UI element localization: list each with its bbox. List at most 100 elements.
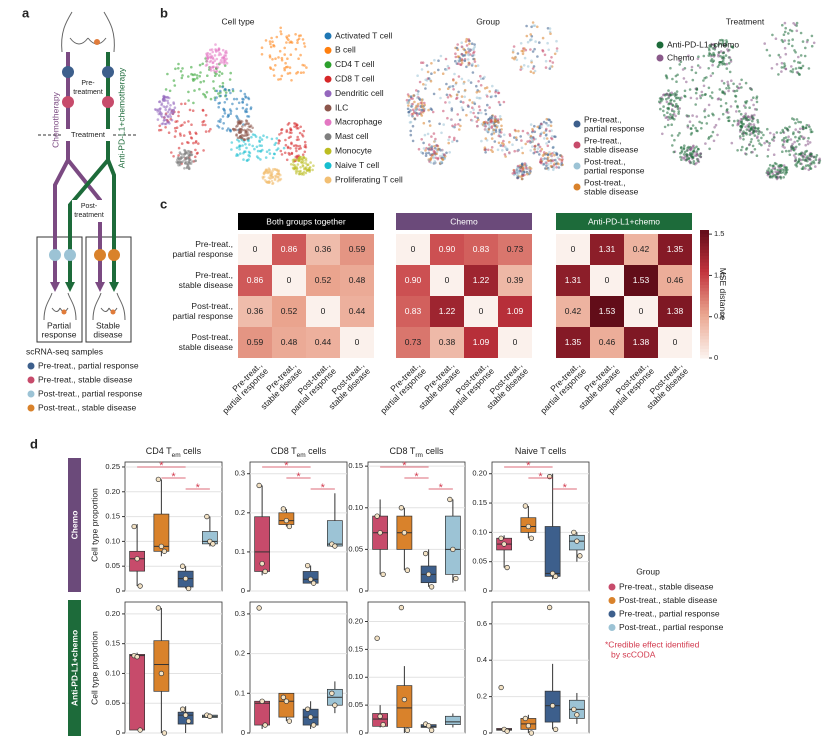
legend-label: Pre-treat., stable disease <box>38 374 133 384</box>
umap-cell <box>807 67 811 70</box>
heatmap-cell <box>658 234 692 265</box>
umap-cell <box>499 144 503 147</box>
legend-swatch <box>324 61 332 69</box>
umap-cell <box>554 158 557 162</box>
umap-cell <box>274 175 278 178</box>
heatmap-cell <box>306 327 340 358</box>
umap-cell <box>485 139 489 142</box>
umap-cell <box>261 177 265 180</box>
umap-cell <box>194 148 197 152</box>
umap-cell <box>199 71 202 74</box>
y-tick-label: 0 <box>359 728 363 737</box>
umap-cell <box>524 166 528 169</box>
umap-cell <box>287 121 291 125</box>
umap-cell <box>700 121 704 125</box>
umap-cell <box>284 138 287 142</box>
umap-cell <box>740 86 743 89</box>
point <box>131 523 137 530</box>
umap-cell <box>265 136 269 139</box>
point <box>259 698 265 704</box>
umap-cell <box>462 82 466 85</box>
umap-cell <box>427 108 430 112</box>
umap-cell <box>516 149 520 152</box>
y-tick-label: 0.20 <box>472 469 487 478</box>
umap-cell <box>287 151 291 155</box>
umap-cell <box>532 71 535 75</box>
umap-cell <box>675 80 678 83</box>
point <box>522 715 529 722</box>
umap-cell <box>455 93 459 96</box>
y-axis-label: Cell type proportion <box>89 631 99 705</box>
umap-cell <box>685 80 688 84</box>
colorbar-step <box>700 351 709 356</box>
umap-cell <box>229 112 232 115</box>
umap-cell <box>167 96 171 100</box>
point <box>158 543 165 549</box>
umap-cell <box>303 145 307 148</box>
umap-cell <box>672 110 676 113</box>
umap-cell <box>301 164 305 167</box>
umap-cell <box>166 72 169 76</box>
umap-cell <box>558 158 561 161</box>
umap-cell <box>185 157 188 161</box>
legend-label: ILC <box>335 102 348 112</box>
arrowhead <box>95 282 105 292</box>
umap-cell <box>422 147 426 150</box>
row-label: Anti-PD-L1+chemo <box>69 630 79 706</box>
umap-cell <box>795 118 799 121</box>
umap-cell <box>718 61 722 64</box>
umap-cell <box>688 153 692 156</box>
umap-cell <box>755 154 759 157</box>
umap-cell <box>531 127 534 131</box>
umap-cell <box>301 38 305 41</box>
umap-cell <box>173 135 177 138</box>
umap-cell <box>187 75 190 78</box>
umap-cell <box>749 140 753 144</box>
umap-cell <box>508 140 511 144</box>
umap-cell <box>538 145 542 149</box>
umap-cell <box>409 129 413 133</box>
umap-cell <box>497 100 501 104</box>
umap-cell <box>212 80 215 83</box>
umap-cell <box>290 152 294 155</box>
legend-swatch <box>324 75 332 83</box>
umap-cell <box>464 40 468 43</box>
umap-cell <box>508 151 511 154</box>
umap-cell <box>434 147 437 150</box>
umap-cell <box>702 54 706 58</box>
umap-cell <box>532 138 536 141</box>
umap-cell <box>167 120 170 124</box>
umap-cell <box>232 128 236 132</box>
umap-cell <box>691 124 695 127</box>
umap-cell <box>524 142 527 146</box>
umap-cell <box>247 115 251 118</box>
umap-cell <box>777 53 781 57</box>
umap-cell <box>218 61 222 65</box>
colorbar-step <box>700 348 709 353</box>
umap-cell <box>689 133 693 136</box>
point <box>179 706 186 712</box>
umap-cell <box>782 164 786 167</box>
umap-cell <box>741 145 744 149</box>
legend-swatch <box>324 90 332 98</box>
heatmap-cell <box>238 327 272 358</box>
umap-cell <box>775 162 778 166</box>
point <box>504 564 510 571</box>
umap-cell <box>664 116 668 119</box>
umap-cell <box>531 145 534 148</box>
heatmap-cell <box>498 265 532 296</box>
umap-cell <box>302 71 305 74</box>
schematic <box>36 11 136 343</box>
umap-cell <box>548 151 551 154</box>
umap-cell <box>241 125 244 128</box>
umap-cell <box>757 132 760 136</box>
point <box>552 573 559 579</box>
umap-cell <box>546 124 550 127</box>
umap-cell <box>490 148 493 152</box>
umap-cell <box>299 125 303 129</box>
umap-cell <box>671 117 674 120</box>
umap-cell <box>541 36 545 40</box>
y-tick-label: 0.2 <box>235 508 245 517</box>
umap-cell <box>675 90 679 93</box>
umap-cell <box>529 123 533 126</box>
